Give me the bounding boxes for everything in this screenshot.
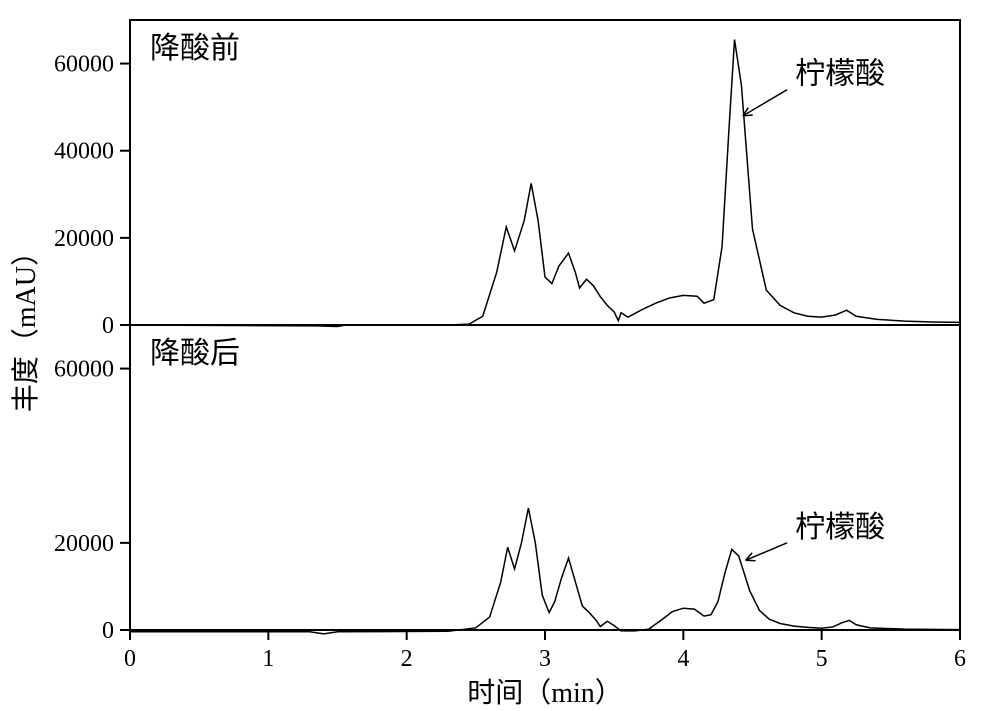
upper-annotation-label: 柠檬酸: [795, 58, 885, 91]
svg-text:1: 1: [262, 646, 274, 672]
y-axis-label: 丰度（mAU）: [10, 238, 42, 412]
svg-text:20000: 20000: [54, 531, 114, 557]
svg-text:4: 4: [677, 646, 689, 672]
upper-panel-label: 降酸前: [150, 32, 240, 65]
svg-text:0: 0: [102, 313, 114, 339]
svg-text:40000: 40000: [54, 139, 114, 165]
chromatogram-chart: 0 1 2 3 4 5 6 时间（min） 0 20000 40000 60000 0 20000 6000…: [0, 0, 1000, 711]
lower-panel-label: 降酸后: [150, 337, 240, 370]
svg-text:20000: 20000: [54, 226, 114, 252]
chart-svg: 0 1 2 3 4 5 6 时间（min） 0 20000 40000 60000 0 20000 6000…: [0, 0, 1000, 711]
svg-text:5: 5: [816, 646, 828, 672]
svg-text:6: 6: [954, 646, 966, 672]
lower-annotation-label: 柠檬酸: [795, 511, 885, 544]
x-axis-label: 时间（min）: [467, 677, 623, 709]
svg-text:0: 0: [102, 618, 114, 644]
svg-text:0: 0: [124, 646, 136, 672]
svg-text:2: 2: [401, 646, 413, 672]
svg-text:3: 3: [539, 646, 551, 672]
svg-text:60000: 60000: [54, 357, 114, 383]
svg-text:60000: 60000: [54, 52, 114, 78]
